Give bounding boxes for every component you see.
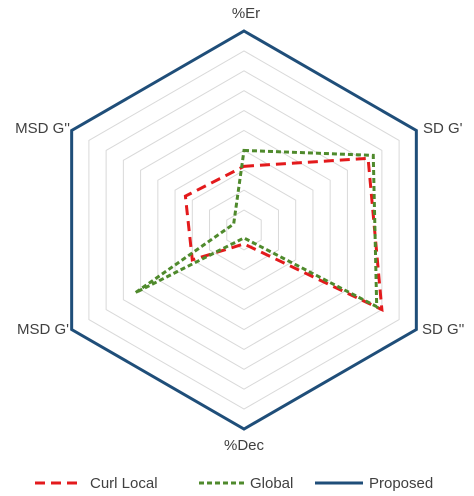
legend-label-proposed: Proposed bbox=[369, 475, 433, 492]
grid-ring-1 bbox=[226, 209, 262, 251]
axis-label-dec: %Dec bbox=[224, 437, 265, 454]
radar-grid bbox=[88, 50, 400, 410]
axis-label-msd-g-prime: MSD G' bbox=[17, 321, 69, 338]
radar-series bbox=[70, 29, 418, 431]
grid-ring-4 bbox=[174, 149, 314, 311]
axis-label-sd-g-double-prime: SD G'' bbox=[422, 321, 465, 338]
grid-ring-2 bbox=[209, 189, 279, 271]
grid-ring-5 bbox=[157, 129, 331, 331]
grid-ring-8 bbox=[105, 70, 383, 390]
axis-label-msd-g-double-prime: MSD G'' bbox=[15, 120, 70, 137]
axis-label-er: %Er bbox=[232, 5, 260, 22]
grid-ring-3 bbox=[191, 169, 297, 291]
grid-ring-6 bbox=[140, 110, 348, 350]
series-line-proposed bbox=[70, 29, 418, 431]
axis-label-sd-g-prime: SD G' bbox=[423, 120, 463, 137]
legend: Curl Local Global Proposed bbox=[35, 475, 433, 492]
axis-labels: %Er SD G' SD G'' %Dec MSD G' MSD G'' bbox=[15, 5, 464, 454]
legend-label-global: Global bbox=[250, 475, 293, 492]
series-line-global bbox=[134, 148, 379, 310]
grid-ring-9 bbox=[88, 50, 400, 410]
series-line-curl-local bbox=[183, 156, 384, 313]
grid-ring-7 bbox=[122, 90, 366, 370]
legend-label-curl-local: Curl Local bbox=[90, 475, 158, 492]
